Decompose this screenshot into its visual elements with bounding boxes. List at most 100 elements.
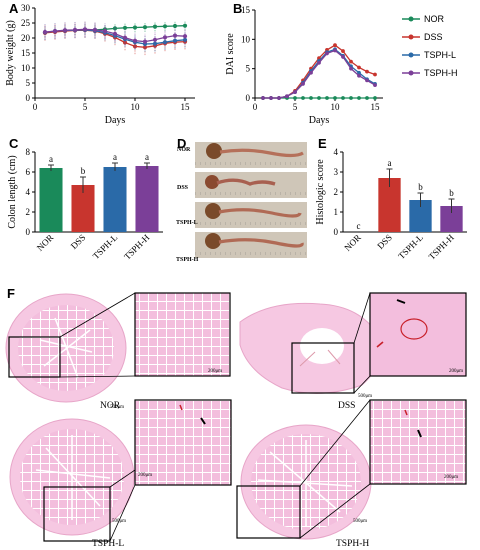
data-point-tsph-h	[172, 33, 178, 38]
histology-label-nor: NOR	[100, 401, 121, 411]
data-point-tsph-h	[349, 66, 353, 71]
data-point-tsph-h	[261, 96, 265, 100]
data-point-tsph-h	[317, 60, 321, 65]
histology-nor: 200μm 500μm NOR	[5, 292, 231, 411]
data-point-tsph-h	[42, 29, 48, 35]
data-point-nor	[172, 23, 178, 29]
data-point-tsph-h	[82, 27, 88, 32]
legend-label-tsph-l: TSPH-L	[424, 50, 456, 60]
data-point-nor	[325, 96, 329, 100]
sig-letter-tsph-l: b	[418, 182, 423, 192]
data-point-nor	[349, 96, 353, 100]
sig-letter-nor: a	[49, 154, 53, 164]
y-tick-label: 0	[26, 93, 31, 103]
data-point-nor	[142, 25, 148, 30]
legend-label-tsph-h: TSPH-H	[424, 68, 458, 78]
data-point-tsph-h	[162, 35, 168, 40]
data-point-nor	[162, 24, 168, 29]
chart-b-dai-score: 0 5 10 15 0 5 10 15 Days DAI score	[225, 5, 383, 126]
data-point-dss	[142, 45, 148, 50]
y-tick-label: 3	[334, 167, 339, 177]
data-point-tsph-h	[152, 37, 158, 42]
data-point-nor	[309, 96, 313, 100]
y-tick-label: 5	[246, 64, 251, 74]
data-point-dss	[373, 72, 377, 77]
sig-letter-tsph-h: b	[449, 188, 454, 198]
data-point-tsph-h	[333, 48, 337, 53]
data-point-tsph-h	[52, 29, 58, 34]
colon-photo-tsph-h: TSPH-H	[176, 232, 307, 263]
y-tick-label: 4	[26, 187, 31, 197]
colon-photo-dss: DSS	[177, 172, 307, 198]
legend-marker-nor	[408, 16, 414, 22]
histology-label-dss: DSS	[338, 401, 355, 411]
legend-label-dss: DSS	[424, 32, 443, 42]
data-point-tsph-h	[182, 34, 188, 39]
data-point-nor	[365, 96, 369, 100]
colon-photos-d: NOR DSS TSPH-L TSPH-H	[176, 142, 307, 263]
y-tick-label: 10	[21, 63, 31, 73]
data-point-tsph-h	[62, 28, 68, 33]
legend-marker-tsph-l	[408, 52, 414, 58]
scale-main-nor: 500μm	[110, 405, 124, 410]
data-point-nor	[152, 24, 158, 29]
x-tick-label: 15	[371, 102, 381, 112]
data-point-tsph-l	[182, 37, 188, 42]
histology-tsph-h: 200μm 500μm TSPH-H	[236, 399, 467, 549]
panel-label-f: F	[7, 286, 15, 301]
scale-zoom-nor: 200μm	[208, 369, 222, 374]
x-tick-label-dss: DSS	[69, 232, 88, 251]
chart-c-colon-length: 0 2 4 6 8 Colon length (cm) a NOR b DSS a TSPH-L a TS…	[7, 147, 163, 262]
data-point-dss	[333, 43, 337, 48]
x-tick-label-nor: NOR	[342, 232, 363, 253]
data-point-tsph-h	[285, 94, 289, 99]
panel-label-c: C	[9, 136, 19, 151]
y-tick-label: 10	[241, 34, 251, 44]
data-point-nor	[333, 96, 337, 100]
y-tick-label: 2	[334, 187, 339, 197]
x-tick-label: 5	[293, 102, 298, 112]
data-point-tsph-h	[341, 55, 345, 59]
y-tick-label: 5	[26, 78, 31, 88]
y-tick-label: 20	[21, 33, 31, 43]
data-point-dss	[357, 65, 361, 70]
data-point-tsph-h	[142, 39, 148, 44]
x-tick-label: 10	[131, 102, 141, 112]
x-tick-label-tsph-h: TSPH-H	[122, 232, 152, 262]
data-point-tsph-h	[373, 83, 377, 87]
x-tick-label-tsph-l: TSPH-L	[396, 232, 425, 261]
colon-label-tsph-l: TSPH-L	[176, 220, 198, 226]
data-point-tsph-h	[277, 96, 281, 100]
data-point-tsph-h	[293, 90, 297, 95]
y-tick-label: 1	[334, 207, 339, 217]
x-tick-label-tsph-l: TSPH-L	[91, 232, 120, 261]
panel-label-d: D	[177, 136, 186, 151]
legend-marker-dss	[408, 34, 414, 40]
legend-b: NOR DSS TSPH-L TSPH-H	[402, 14, 458, 78]
x-axis-title: Days	[309, 115, 330, 126]
data-point-tsph-h	[92, 27, 98, 32]
x-tick-label-dss: DSS	[375, 232, 394, 251]
y-tick-label: 15	[21, 48, 31, 58]
y-tick-label: 0	[26, 227, 31, 237]
histology-tsph-l: 200μm 500μm TSPH-L	[9, 399, 232, 549]
y-tick-label: 25	[21, 18, 31, 28]
data-point-nor	[301, 96, 305, 100]
legend-marker-tsph-h	[408, 70, 414, 76]
legend-label-nor: NOR	[424, 14, 445, 24]
panel-label-e: E	[318, 136, 327, 151]
bar-dss	[71, 185, 95, 232]
sig-letter-nor: c	[357, 221, 361, 231]
scale-zoom-tsph-h: 200μm	[444, 475, 458, 480]
data-point-tsph-h	[112, 31, 118, 36]
data-point-tsph-h	[132, 38, 138, 43]
panel-label-a: A	[9, 1, 19, 16]
data-point-tsph-h	[357, 73, 361, 78]
y-axis-title: Body weight (g)	[5, 20, 16, 86]
data-point-nor	[293, 96, 297, 100]
y-tick-label: 0	[246, 93, 251, 103]
data-point-nor	[122, 25, 128, 30]
x-tick-label: 15	[181, 102, 191, 112]
colon-label-nor: NOR	[177, 147, 191, 153]
